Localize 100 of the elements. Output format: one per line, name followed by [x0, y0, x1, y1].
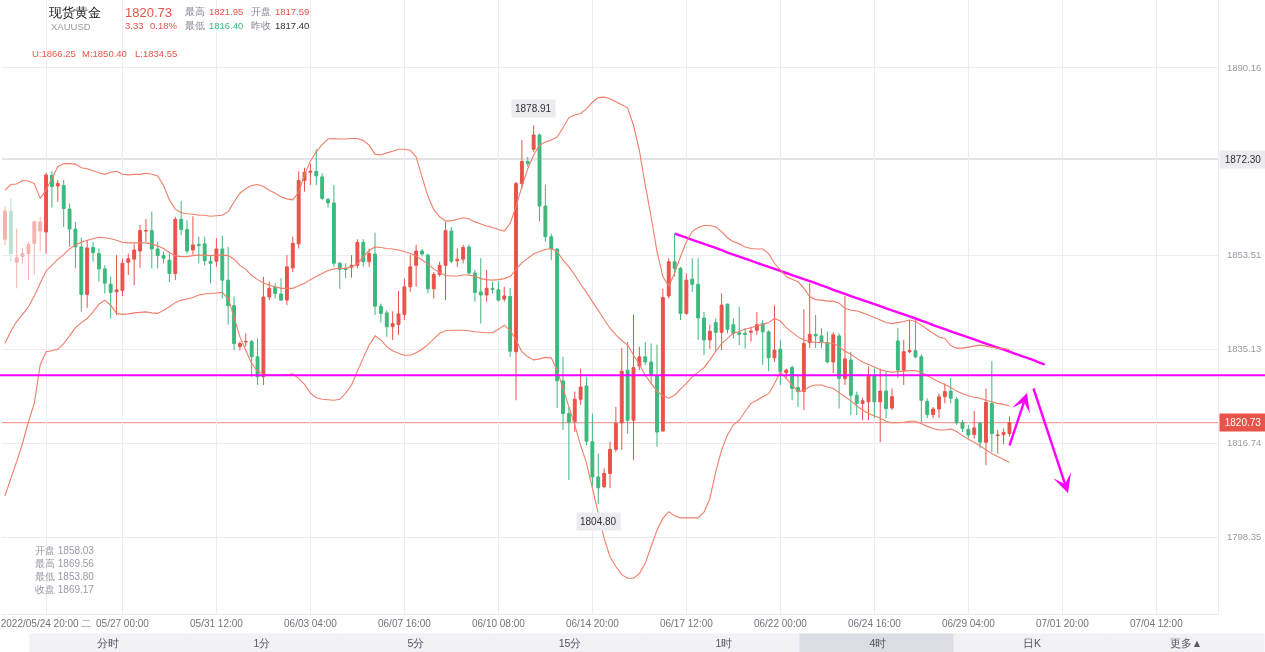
candlestick	[942, 382, 947, 404]
chart-title: 现货黄金	[49, 5, 101, 21]
annotation: 1878.91	[515, 103, 552, 114]
candlestick	[243, 332, 248, 348]
x-tick-label: 06/03 04:00	[284, 618, 338, 629]
candlestick	[273, 282, 278, 300]
text: 15分	[558, 637, 582, 649]
candlestick	[649, 343, 654, 384]
candlestick	[284, 254, 289, 306]
annotation: 1816.40	[209, 20, 244, 31]
candlestick	[772, 304, 777, 363]
candlestick	[737, 306, 742, 346]
candlestick	[132, 243, 137, 286]
candlestick	[966, 424, 971, 440]
candlestick	[907, 319, 912, 354]
candlestick	[320, 172, 325, 201]
candlestick	[185, 219, 189, 255]
x-tick-label: 05/27 00:00	[96, 618, 150, 629]
x-tick-label: 2022/05/24 20:00 二	[0, 618, 92, 629]
x-tick-label: 07/01 20:00	[1035, 618, 1090, 629]
candlestick	[502, 286, 507, 303]
candlestick	[984, 388, 988, 466]
candlestick	[126, 253, 131, 276]
candlestick	[707, 324, 712, 350]
candlestick	[555, 247, 560, 409]
candlestick	[8, 197, 13, 263]
candlestick	[655, 344, 659, 448]
x-tick-label: 06/14 20:00	[565, 618, 620, 629]
candlestick	[643, 341, 648, 366]
text: 分时	[97, 637, 119, 649]
candlestick	[208, 254, 213, 284]
candlestick	[220, 235, 225, 300]
candlestick	[44, 172, 48, 255]
x-tick-label: 06/17 12:00	[659, 618, 714, 629]
candlestick	[872, 368, 877, 419]
candlestick	[995, 429, 1000, 454]
candlestick	[91, 241, 95, 263]
x-tick-label: 06/29 04:00	[941, 618, 996, 629]
annotation: 1820.73	[125, 5, 172, 20]
candlestick	[138, 224, 142, 269]
annotation: U:1866.25	[32, 48, 76, 59]
candlestick	[596, 452, 601, 505]
candlestick	[232, 296, 236, 351]
candlestick	[108, 276, 113, 319]
candlestick	[989, 360, 994, 453]
candlestick	[625, 341, 630, 435]
candlestick	[672, 233, 677, 278]
text: 1时	[715, 637, 733, 649]
candlestick	[519, 139, 524, 190]
candlestick	[32, 219, 37, 276]
annotation: 1804.80	[580, 516, 617, 527]
annotation: 收盘 1869.17	[35, 584, 95, 595]
candlestick	[190, 215, 195, 256]
candlestick	[326, 197, 330, 209]
candlestick	[14, 228, 19, 289]
candlestick	[948, 377, 953, 404]
candlestick	[149, 211, 154, 269]
candlestick	[696, 257, 701, 341]
candlestick	[666, 257, 671, 300]
text: 更多▲	[1169, 637, 1203, 649]
candlestick	[702, 311, 706, 356]
candlestick	[331, 184, 336, 268]
candlestick	[796, 374, 800, 408]
candlestick	[566, 406, 571, 481]
candlestick	[660, 288, 665, 432]
candlestick	[766, 329, 771, 372]
candlestick	[425, 253, 430, 294]
candlestick	[361, 238, 366, 268]
text: XAUUSD	[51, 21, 91, 32]
candlestick	[420, 248, 424, 258]
line-series	[4, 236, 1011, 407]
candlestick	[38, 216, 43, 253]
candlestick	[355, 238, 360, 269]
candlestick	[214, 237, 219, 268]
annotation: 最高 1869.56	[35, 558, 95, 569]
candlestick	[572, 391, 577, 433]
candlestick	[449, 226, 454, 264]
line-series	[673, 232, 1046, 366]
annotation: L:1834.55	[135, 48, 178, 59]
candlestick	[378, 303, 383, 324]
candlestick	[878, 368, 883, 443]
candlestick	[801, 308, 806, 411]
text: 日K	[1022, 637, 1042, 649]
candlestick	[684, 273, 689, 316]
candlestick	[202, 236, 207, 266]
candlestick	[279, 277, 283, 302]
candlestick	[784, 368, 789, 379]
annotation: 最低 1853.80	[35, 571, 95, 582]
x-tick-label: 06/07 16:00	[377, 618, 432, 629]
annotation: 1821.95	[209, 6, 244, 17]
ref-line-label: 1872.30	[1224, 154, 1262, 165]
candlestick	[843, 295, 847, 386]
candlestick	[296, 170, 301, 249]
candlestick	[431, 271, 436, 300]
candlestick	[384, 309, 389, 338]
candlestick	[314, 148, 319, 186]
candlestick	[508, 287, 513, 358]
annotation: M:1850.40	[82, 48, 127, 59]
candlestick	[455, 247, 460, 268]
candlestick	[179, 200, 184, 236]
